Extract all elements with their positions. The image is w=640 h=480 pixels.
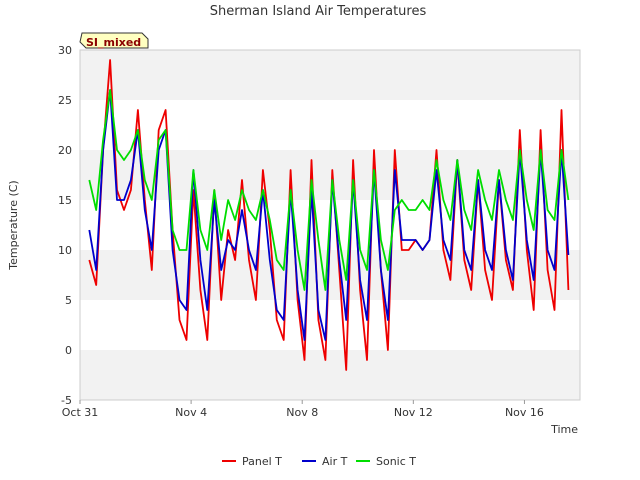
series-line-sonic-t <box>88 89 570 291</box>
chart-title: Sherman Island Air Temperatures <box>210 4 427 19</box>
legend: Panel T Air T Sonic T <box>222 455 416 468</box>
grid-band <box>80 350 580 400</box>
x-tick-label: Nov 12 <box>394 406 433 419</box>
y-tick-label: 25 <box>58 94 72 107</box>
y-axis-ticks: -5 0 5 10 15 20 25 30 <box>58 44 72 407</box>
legend-entry: Sonic T <box>376 455 416 468</box>
y-tick-label: 30 <box>58 44 72 57</box>
y-axis-label: Temperature (C) <box>7 180 20 270</box>
y-tick-label: 0 <box>65 344 72 357</box>
plot-frame <box>79 49 581 401</box>
x-axis-ticks: Oct 31 Nov 4 Nov 8 Nov 12 Nov 16 <box>62 400 544 419</box>
x-tick-label: Nov 16 <box>505 406 544 419</box>
grid-band <box>80 100 580 150</box>
x-axis-label: Time <box>550 423 578 436</box>
grid-band <box>80 50 580 100</box>
x-tick-label: Nov 4 <box>175 406 207 419</box>
legend-entry: Air T <box>322 455 348 468</box>
x-tick-label: Oct 31 <box>62 406 99 419</box>
x-tick-label: Nov 8 <box>286 406 318 419</box>
y-tick-label: 15 <box>58 194 72 207</box>
y-tick-label: 5 <box>65 294 72 307</box>
y-tick-label: 10 <box>58 244 72 257</box>
series-lines <box>88 59 570 371</box>
y-tick-label: -5 <box>61 394 72 407</box>
badge-label: SI_mixed <box>86 36 141 49</box>
legend-entry: Panel T <box>242 455 282 468</box>
grid-band <box>80 250 580 300</box>
badge: SI_mixed <box>79 32 149 49</box>
y-tick-label: 20 <box>58 144 72 157</box>
grid-band <box>80 300 580 350</box>
